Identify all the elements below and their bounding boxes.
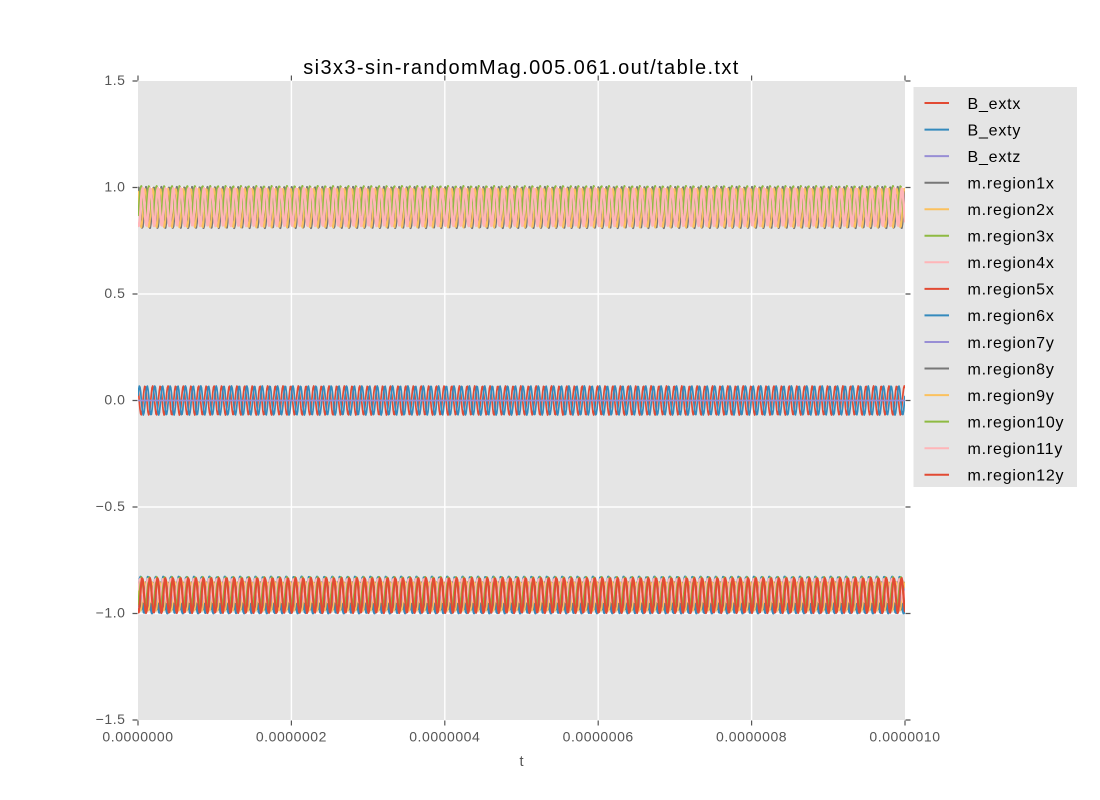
svg-text:t: t: [519, 754, 523, 770]
svg-text:−0.5: −0.5: [96, 498, 126, 514]
svg-text:B_exty: B_exty: [968, 122, 1022, 139]
svg-text:m.region12y: m.region12y: [968, 468, 1065, 485]
svg-text:0.0: 0.0: [104, 392, 125, 408]
svg-text:−1.0: −1.0: [96, 605, 126, 621]
svg-text:m.region9y: m.region9y: [968, 388, 1055, 405]
svg-text:1.5: 1.5: [104, 72, 125, 88]
svg-text:m.region6x: m.region6x: [968, 308, 1055, 325]
svg-text:m.region2x: m.region2x: [968, 202, 1055, 219]
svg-text:0.0000006: 0.0000006: [563, 729, 634, 745]
svg-text:B_extx: B_extx: [968, 96, 1022, 113]
svg-text:0.0000002: 0.0000002: [256, 729, 327, 745]
svg-text:0.0000004: 0.0000004: [409, 729, 480, 745]
svg-text:1.0: 1.0: [104, 179, 125, 195]
svg-text:m.region3x: m.region3x: [968, 229, 1055, 246]
svg-text:0.0000010: 0.0000010: [869, 729, 940, 745]
svg-text:m.region1x: m.region1x: [968, 176, 1055, 193]
svg-text:si3x3-sin-randomMag.005.061.ou: si3x3-sin-randomMag.005.061.out/table.tx…: [303, 57, 740, 79]
svg-text:0.0000008: 0.0000008: [716, 729, 787, 745]
svg-text:−1.5: −1.5: [96, 711, 126, 727]
svg-text:m.region11y: m.region11y: [968, 441, 1064, 458]
svg-text:0.0000000: 0.0000000: [102, 729, 173, 745]
svg-text:m.region10y: m.region10y: [968, 415, 1065, 432]
svg-text:0.5: 0.5: [104, 285, 125, 301]
svg-text:B_extz: B_extz: [968, 149, 1022, 166]
svg-text:m.region4x: m.region4x: [968, 255, 1055, 272]
svg-text:m.region7y: m.region7y: [968, 335, 1055, 352]
svg-text:m.region8y: m.region8y: [968, 361, 1055, 378]
svg-text:m.region5x: m.region5x: [968, 282, 1055, 299]
